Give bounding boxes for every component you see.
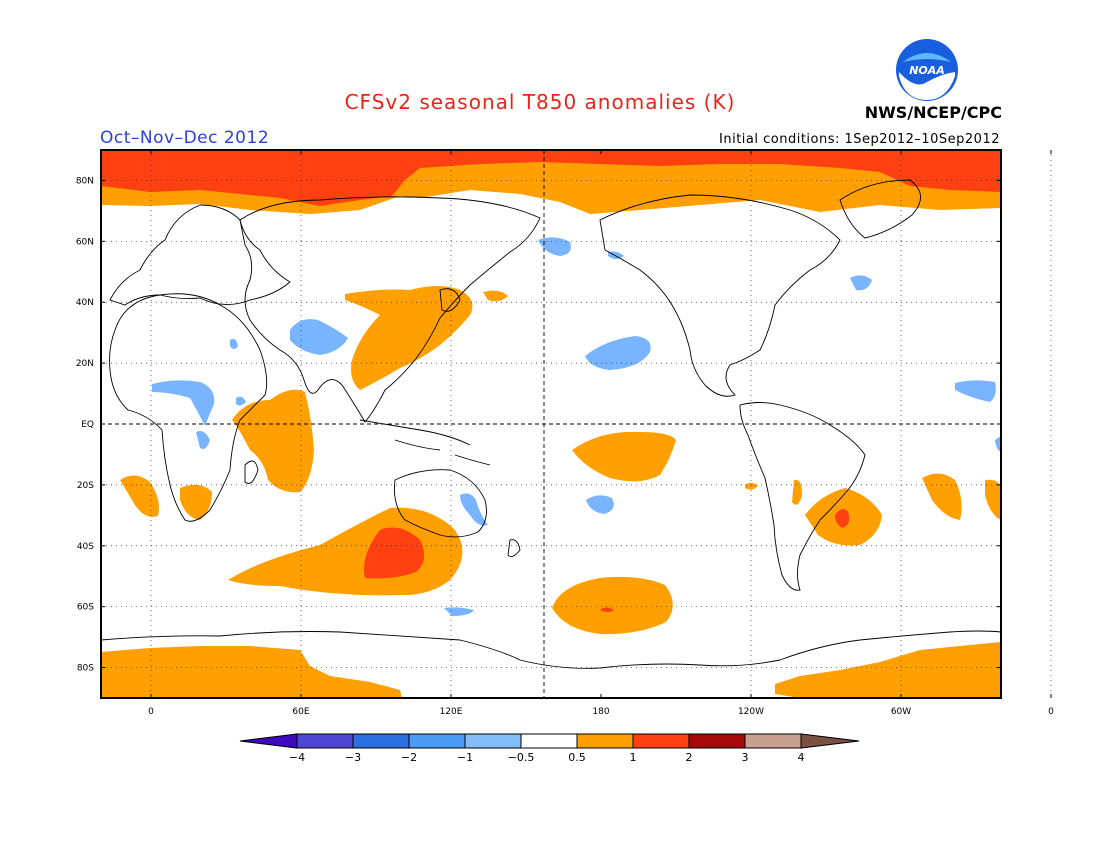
- anomaly-cold-australia: [460, 493, 488, 526]
- colorbar-tick-label: 4: [798, 751, 805, 764]
- lon-label: 60E: [292, 707, 309, 717]
- lat-label: 20N: [76, 359, 94, 369]
- anomaly-cold-east-atlantic: [955, 380, 996, 402]
- coastlines: [101, 179, 1001, 669]
- anomaly-cold-africa-east2: [995, 436, 1001, 452]
- coast-japan: [439, 288, 461, 312]
- colorbar-arrow-left: [239, 733, 298, 749]
- anomaly-south-africa: [180, 484, 212, 520]
- anomaly-cold-arabia: [230, 338, 238, 349]
- colorbar-segment: [688, 733, 746, 749]
- anomaly-south-indian-red: [364, 527, 425, 579]
- graticule: [101, 150, 1052, 698]
- anomaly-trop-pacific: [572, 431, 676, 482]
- lon-label: 180: [592, 707, 609, 717]
- colorbar-tick-label: −1: [457, 751, 473, 764]
- lat-label: EQ: [81, 420, 94, 430]
- anomaly-south-pacific: [552, 576, 673, 635]
- anomaly-arctic-red: [101, 150, 1001, 206]
- anomaly-cold-africa-equ: [196, 431, 210, 449]
- colorbar-tick-label: 0.5: [568, 751, 586, 764]
- colorbar-tick-label: −0.5: [508, 751, 535, 764]
- lon-label: 0: [1048, 707, 1054, 717]
- colorbar-arrow-right: [800, 733, 860, 749]
- lat-label: 60S: [77, 603, 94, 613]
- coast-north-america: [599, 194, 841, 397]
- coast-south-america: [739, 402, 866, 591]
- colorbar-segment: [520, 733, 578, 749]
- colorbar-segment: [632, 733, 690, 749]
- anomaly-south-pacific-red: [600, 607, 614, 612]
- lon-label: 60W: [891, 707, 911, 717]
- colorbar-tick-label: 3: [742, 751, 749, 764]
- colorbar-segment: [352, 733, 410, 749]
- anomaly-cold-africa-north: [152, 380, 215, 426]
- coast-australia: [394, 469, 487, 538]
- lat-label: 40S: [77, 542, 94, 552]
- latitude-labels: 80N 60N 40N 20N EQ 20S 40S 60S 80S: [76, 176, 94, 673]
- coast-indonesia: [359, 419, 491, 466]
- anomaly-nw-pacific: [483, 290, 508, 302]
- colorbar-labels: −4 −3 −2 −1 −0.5 0.5 1 2 3 4: [289, 751, 805, 764]
- lat-label: 20S: [77, 481, 94, 491]
- agency-label: NWS/NCEP/CPC: [864, 103, 1002, 122]
- anomaly-cold-atlantic-n: [850, 275, 872, 291]
- colorbar-segment: [576, 733, 634, 749]
- colorbar-segment: [296, 733, 354, 749]
- noaa-logo-icon: NOAA: [896, 39, 958, 101]
- anomaly-east-atlantic-2: [985, 479, 1001, 520]
- colorbar-tick-label: −2: [401, 751, 417, 764]
- coast-asia: [239, 196, 541, 423]
- anomaly-antarctic-east: [775, 642, 1001, 698]
- colorbar-segment: [744, 733, 802, 749]
- colorbar-tick-label: −4: [289, 751, 305, 764]
- anomaly-cold-pacific-n: [585, 336, 651, 370]
- anomaly-west-africa-atl: [120, 475, 159, 517]
- lon-label: 120E: [440, 707, 463, 717]
- chart-title: CFSv2 seasonal T850 anomalies (K): [344, 90, 736, 114]
- logo-text: NOAA: [909, 64, 945, 77]
- anomaly-atlantic-small: [745, 482, 758, 490]
- lat-label: 80N: [76, 176, 94, 186]
- lat-label: 60N: [76, 237, 94, 247]
- anomaly-cold-south-ocean: [444, 607, 474, 616]
- anomaly-cold-red-sea: [236, 396, 246, 406]
- colorbar-segment: [464, 733, 522, 749]
- anomaly-south-atlantic-red: [834, 509, 850, 528]
- colorbar-tick-label: 1: [630, 751, 637, 764]
- initial-conditions: Initial conditions: 1Sep2012–10Sep2012: [719, 132, 1000, 147]
- coast-europe: [109, 204, 291, 306]
- coast-africa: [109, 293, 268, 522]
- colorbar: [239, 733, 860, 749]
- lon-label: 120W: [738, 707, 764, 717]
- anomaly-antarctic-west: [101, 646, 402, 698]
- anomaly-cold-pacific-s: [586, 495, 614, 514]
- anomaly-fills: [101, 150, 1001, 698]
- anomaly-north-america: [795, 198, 808, 206]
- coast-greenland: [839, 179, 921, 239]
- colorbar-tick-label: −3: [345, 751, 361, 764]
- colorbar-segment: [408, 733, 466, 749]
- anomaly-cold-india: [290, 319, 348, 355]
- longitude-labels: 0 60E 120E 180 120W 60W 0: [148, 707, 1054, 717]
- colorbar-tick-label: 2: [686, 751, 693, 764]
- anomaly-east-asia: [345, 286, 473, 390]
- coast-madagascar: [244, 460, 259, 484]
- anomaly-cold-bering: [538, 237, 571, 256]
- lon-label: 0: [148, 707, 154, 717]
- anomaly-indian-ocean: [232, 389, 314, 493]
- coast-new-zealand: [507, 539, 521, 558]
- coast-antarctica: [101, 630, 1001, 669]
- lat-label: 80S: [77, 664, 94, 674]
- forecast-period: Oct–Nov–Dec 2012: [100, 128, 270, 148]
- lat-label: 40N: [76, 298, 94, 308]
- anomaly-brazil: [792, 479, 802, 505]
